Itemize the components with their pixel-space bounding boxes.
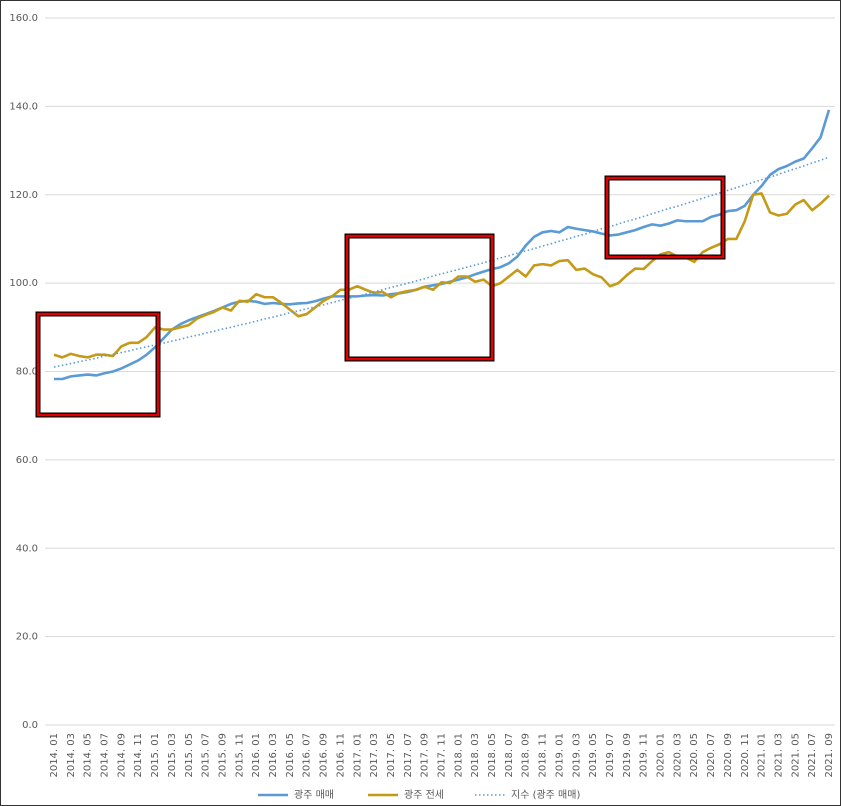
- x-tick-label: 2016. 05: [285, 733, 296, 778]
- x-tick-label: 2018. 05: [487, 733, 498, 778]
- x-tick-label: 2015. 05: [184, 733, 195, 778]
- x-tick-label: 2015. 07: [201, 733, 212, 778]
- x-tick-label: 2020. 07: [706, 733, 717, 778]
- x-tick-label: 2016. 01: [251, 733, 262, 778]
- x-tick-label: 2018. 07: [504, 733, 515, 778]
- x-tick-label: 2015. 01: [150, 733, 161, 778]
- y-tick-label: 160.0: [9, 13, 38, 24]
- x-tick-label: 2021. 09: [824, 733, 835, 778]
- x-tick-label: 2019. 05: [588, 733, 599, 778]
- x-tick-label: 2014. 07: [100, 733, 111, 778]
- x-tick-label: 2019. 03: [571, 733, 582, 778]
- x-tick-label: 2019. 07: [605, 733, 616, 778]
- x-tick-label: 2018. 11: [538, 733, 549, 778]
- x-tick-label: 2014. 01: [49, 733, 60, 778]
- x-tick-label: 2018. 09: [521, 733, 532, 778]
- x-tick-label: 2014. 09: [116, 733, 127, 778]
- x-tick-label: 2017. 03: [369, 733, 380, 778]
- y-tick-label: 100.0: [9, 278, 38, 289]
- x-tick-label: 2015. 03: [167, 733, 178, 778]
- x-tick-label: 2017. 07: [403, 733, 414, 778]
- series-line: [54, 109, 831, 381]
- x-tick-label: 2020. 05: [689, 733, 700, 778]
- y-tick-label: 80.0: [16, 367, 38, 378]
- y-tick-label: 120.0: [9, 190, 38, 201]
- x-tick-label: 2018. 03: [470, 733, 481, 778]
- x-tick-label: 2017. 11: [437, 733, 448, 778]
- plot-area: 0.0 20.0 40.0 60.0 80.0 100.0 120.0 140.0 160.0 2…: [9, 13, 835, 778]
- highlight-box: [345, 234, 494, 361]
- x-tick-label: 2016. 07: [302, 733, 313, 778]
- x-tick-label: 2018. 01: [453, 733, 464, 778]
- x-tick-label: 2016. 09: [319, 733, 330, 778]
- y-tick-label: 0.0: [22, 720, 38, 731]
- x-tick-label: 2014. 11: [133, 733, 144, 778]
- legend: 광주 매매 광주 전세 지수 (광주 매매): [258, 789, 580, 801]
- x-tick-label: 2015. 11: [234, 733, 245, 778]
- x-tick-label: 2020. 01: [656, 733, 667, 778]
- x-tick-label: 2017. 09: [420, 733, 431, 778]
- series-line: [53, 156, 830, 368]
- x-tick-label: 2020. 11: [740, 733, 751, 778]
- x-tick-label: 2016. 11: [335, 733, 346, 778]
- legend-label: 광주 매매: [294, 789, 334, 801]
- x-tick-label: 2021. 05: [790, 733, 801, 778]
- highlight-box: [36, 312, 160, 417]
- x-tick-label: 2014. 03: [66, 733, 77, 778]
- x-tick-label: 2021. 07: [807, 733, 818, 778]
- x-tick-label: 2017. 05: [386, 733, 397, 778]
- x-tick-label: 2016. 03: [268, 733, 279, 778]
- x-tick-label: 2019. 09: [622, 733, 633, 778]
- highlight-box: [605, 176, 725, 259]
- x-tick-label: 2017. 01: [352, 733, 363, 778]
- y-tick-label: 20.0: [16, 632, 38, 643]
- x-tick-label: 2021. 03: [773, 733, 784, 778]
- y-tick-label: 60.0: [16, 455, 38, 466]
- y-tick-label: 40.0: [16, 543, 38, 554]
- highlight-boxes: [35, 175, 726, 418]
- x-tick-label: 2020. 09: [723, 733, 734, 778]
- x-tick-label: 2020. 03: [672, 733, 683, 778]
- x-tick-label: 2021. 01: [757, 733, 768, 778]
- x-tick-label: 2014. 05: [83, 733, 94, 778]
- x-tick-label: 2019. 01: [554, 733, 565, 778]
- legend-label: 광주 전세: [404, 789, 444, 801]
- legend-label: 지수 (광주 매매): [511, 789, 580, 801]
- y-tick-label: 140.0: [9, 101, 38, 112]
- x-tick-label: 2015. 09: [217, 733, 228, 778]
- x-tick-label: 2019. 11: [639, 733, 650, 778]
